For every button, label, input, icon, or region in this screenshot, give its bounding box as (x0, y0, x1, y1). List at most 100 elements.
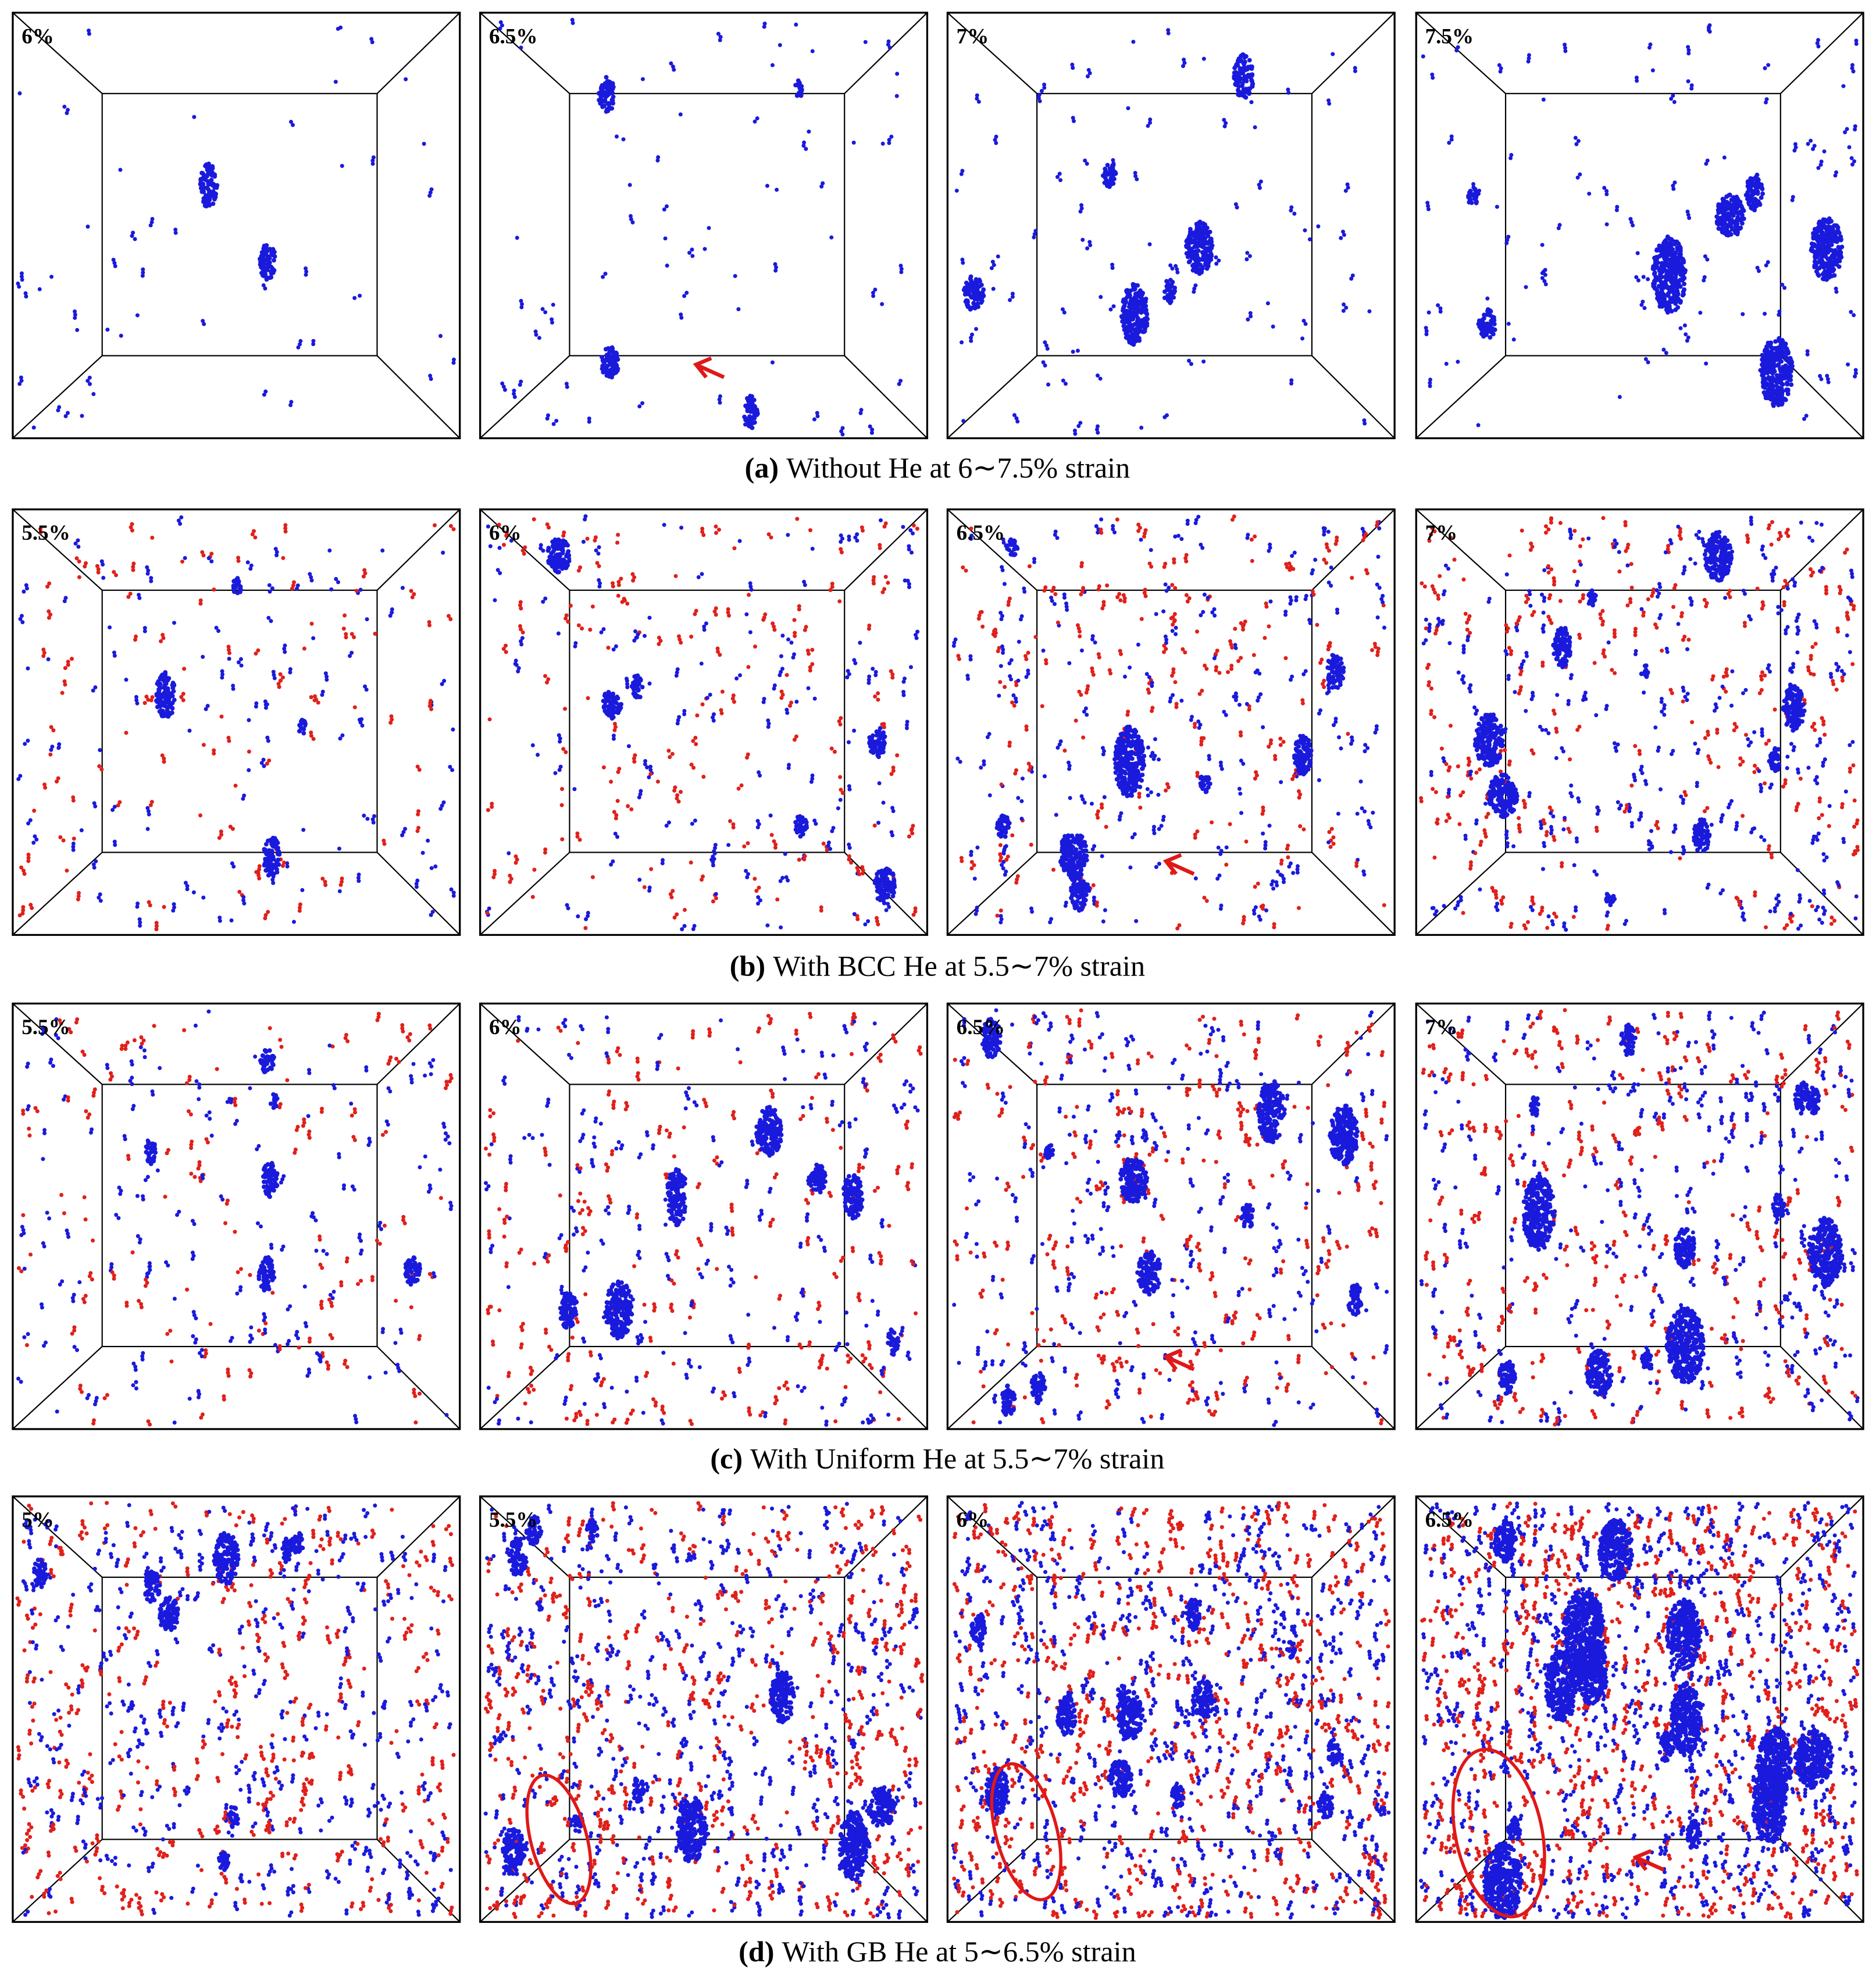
atom (1020, 776, 1025, 781)
atom (364, 687, 369, 692)
atom (908, 665, 913, 669)
atom (283, 529, 288, 534)
atom (898, 263, 903, 268)
atom (800, 817, 805, 822)
atom (1068, 796, 1072, 800)
atom (1770, 365, 1775, 369)
atom (778, 879, 783, 883)
atom (429, 707, 434, 711)
atom (1197, 692, 1202, 696)
atom (113, 264, 117, 269)
atom (901, 679, 906, 684)
atom (311, 339, 316, 343)
atom (1721, 230, 1726, 235)
atom (622, 598, 627, 603)
atom (1184, 559, 1189, 564)
atom (141, 267, 145, 272)
atom (1776, 363, 1781, 368)
atom (1003, 872, 1007, 877)
atom (1838, 237, 1843, 242)
atom (840, 426, 845, 430)
atom (669, 895, 674, 900)
atom (1376, 554, 1381, 559)
atom (239, 663, 244, 668)
atom (711, 899, 715, 904)
atom (1278, 736, 1283, 741)
atom (1739, 221, 1745, 226)
atom (131, 230, 135, 235)
atom (336, 580, 340, 585)
atom (976, 99, 981, 104)
atom (1335, 611, 1340, 615)
atom (866, 626, 871, 631)
atom (626, 804, 630, 808)
atom (1275, 869, 1280, 874)
atom (236, 582, 241, 587)
atom (1783, 397, 1788, 402)
atom (836, 806, 840, 811)
atom (337, 846, 341, 851)
atom (73, 315, 77, 320)
atom (576, 568, 581, 573)
atom (801, 144, 806, 148)
atom (1682, 323, 1687, 328)
atom (371, 820, 376, 825)
atom (875, 888, 880, 893)
atom (1342, 233, 1346, 237)
atom (187, 728, 192, 733)
atom (871, 294, 876, 298)
atom (217, 836, 222, 840)
atom (1758, 368, 1763, 373)
atom (96, 570, 101, 575)
caption: (a) Without He at 6∼7.5% strain (745, 451, 1130, 484)
atom (1070, 62, 1075, 67)
atom (238, 587, 243, 592)
atom (1317, 711, 1321, 716)
atom (960, 340, 964, 345)
atom (1721, 204, 1726, 208)
atom (150, 217, 155, 222)
atom (1048, 920, 1053, 925)
atom (1767, 377, 1772, 382)
atom (1230, 517, 1235, 522)
atom (247, 749, 251, 754)
atom (417, 768, 422, 772)
atom (1142, 329, 1146, 334)
atom (855, 539, 859, 543)
atom (263, 389, 268, 394)
atom (1201, 359, 1206, 364)
atom (1097, 655, 1101, 660)
atom (770, 63, 775, 67)
atom (745, 875, 750, 879)
atom (664, 204, 669, 209)
atom (76, 897, 80, 902)
atom (1242, 66, 1247, 71)
atom (979, 291, 984, 296)
atom (65, 868, 69, 873)
atom (1680, 293, 1685, 298)
atom (1784, 356, 1789, 361)
atom (324, 678, 329, 682)
atom (640, 77, 645, 81)
atom (415, 829, 420, 833)
atom (977, 284, 982, 288)
atom (1119, 652, 1123, 657)
atom (438, 334, 443, 339)
atom (1781, 376, 1786, 381)
atom (113, 843, 117, 847)
atom (590, 604, 595, 609)
atom (485, 911, 490, 915)
atom (1776, 402, 1781, 408)
atom (1037, 99, 1042, 104)
atom (1707, 29, 1712, 34)
atom (77, 559, 81, 564)
atom (1653, 274, 1659, 279)
atom (1142, 535, 1146, 539)
atom (973, 911, 978, 916)
atom (108, 625, 112, 630)
atom (1001, 851, 1006, 856)
atom (887, 904, 891, 909)
atom (311, 636, 316, 640)
atom (959, 172, 964, 176)
atom (1362, 418, 1367, 423)
